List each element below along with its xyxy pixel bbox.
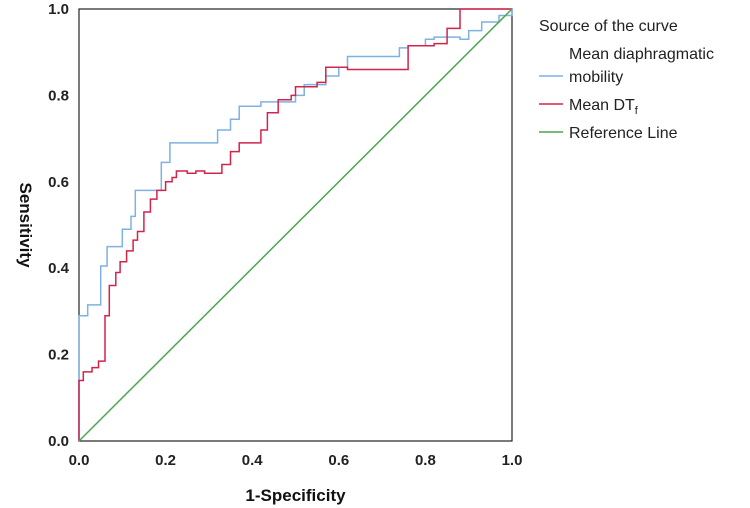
- legend-title: Source of the curve: [539, 18, 678, 35]
- series-line-mean-diaphragmatic-mobility: [78, 9, 513, 441]
- x-tick-label: 1.0: [502, 452, 523, 469]
- y-axis-title: Sensitivity: [16, 182, 35, 268]
- plot-area: [78, 8, 513, 442]
- legend: Source of the curve Mean diaphragmatic m…: [539, 18, 714, 142]
- legend-label-mobility-line2: mobility: [569, 69, 623, 86]
- y-tick-label: 0.8: [48, 87, 69, 104]
- y-tick-label: 0.4: [48, 260, 70, 277]
- y-tick-label: 0.0: [48, 433, 69, 450]
- series-line-reference-line: [78, 8, 513, 442]
- y-tick-label: 1.0: [48, 1, 69, 18]
- legend-label-dtf: Mean DTf: [569, 97, 639, 117]
- x-axis: 0.0 0.2 0.4 0.6 0.8 1.0: [69, 452, 523, 469]
- y-axis: 0.0 0.2 0.4 0.6 0.8 1.0: [48, 1, 70, 450]
- y-tick-label: 0.6: [48, 174, 69, 191]
- x-tick-label: 0.2: [155, 452, 176, 469]
- series-line-mean-dtf: [78, 8, 512, 441]
- x-axis-title: 1-Specificity: [245, 486, 346, 505]
- legend-label-dtf-main: Mean DT: [569, 97, 635, 114]
- x-tick-label: 0.4: [242, 452, 264, 469]
- legend-label-mobility-line1: Mean diaphragmatic: [569, 46, 714, 63]
- x-tick-label: 0.8: [415, 452, 436, 469]
- legend-label-reference: Reference Line: [569, 125, 678, 142]
- legend-label-dtf-subscript: f: [635, 105, 639, 117]
- y-tick-label: 0.2: [48, 347, 69, 364]
- plot-border: [78, 8, 513, 442]
- x-tick-label: 0.6: [328, 452, 349, 469]
- series-layer: [78, 8, 513, 442]
- x-tick-label: 0.0: [69, 452, 90, 469]
